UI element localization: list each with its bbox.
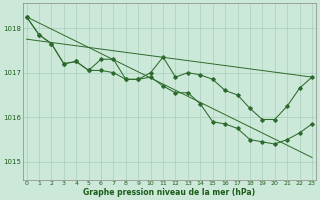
X-axis label: Graphe pression niveau de la mer (hPa): Graphe pression niveau de la mer (hPa): [83, 188, 255, 197]
